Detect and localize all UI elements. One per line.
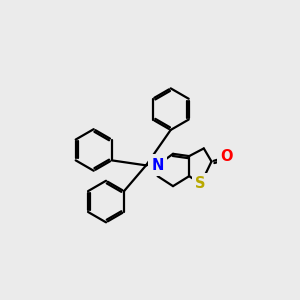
Text: O: O xyxy=(221,149,233,164)
Text: N: N xyxy=(152,158,164,173)
Text: S: S xyxy=(196,176,206,191)
